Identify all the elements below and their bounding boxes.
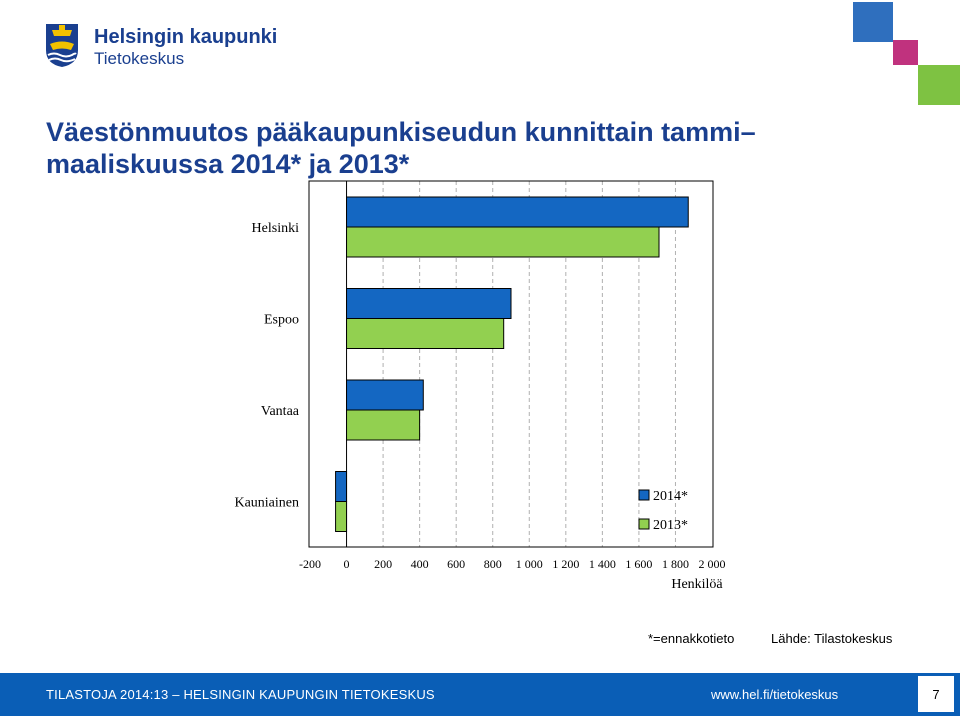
x-axis-label: Henkilöä [671, 577, 723, 592]
x-tick-label: 2 000 [699, 557, 726, 571]
bar-kauniainen-2014 [335, 471, 348, 502]
x-tick-label: 1 600 [625, 557, 652, 571]
decor-square-green [918, 65, 960, 105]
x-tick-label: 800 [484, 557, 502, 571]
category-label: Kauniainen [234, 496, 299, 511]
logo: Helsingin kaupunki Tietokeskus [44, 22, 277, 70]
source-note: Lähde: Tilastokeskus [771, 631, 893, 646]
x-tick-label: 400 [411, 557, 429, 571]
x-tick-label: 0 [344, 557, 350, 571]
footer-publication: TILASTOJA 2014:13 – HELSINGIN KAUPUNGIN … [46, 687, 435, 702]
x-tick-label: 1 000 [516, 557, 543, 571]
decor-square-blue [853, 2, 893, 42]
category-label: Espoo [264, 313, 299, 328]
x-tick-label: 200 [374, 557, 392, 571]
bar-kauniainen-2013 [335, 501, 348, 532]
logo-unit: Tietokeskus [94, 49, 185, 68]
legend-swatch-2014 [638, 489, 650, 501]
bar-espoo-2013 [346, 318, 505, 349]
footer-url[interactable]: www.hel.fi/tietokeskus [711, 687, 839, 702]
x-tick-label: 600 [447, 557, 465, 571]
x-tick-label: 1 800 [662, 557, 689, 571]
decor-square-magenta [893, 40, 918, 65]
x-tick-label: -200 [299, 557, 321, 571]
category-label: Vantaa [261, 404, 300, 419]
bar-helsinki-2014 [346, 196, 689, 228]
bar-helsinki-2013 [346, 226, 660, 258]
bar-espoo-2014 [346, 288, 512, 319]
plot-area-frame [308, 180, 714, 548]
footnote: *=ennakkotieto [648, 631, 735, 646]
page-number: 7 [918, 676, 954, 712]
bar-vantaa-2014 [346, 379, 424, 411]
slide-title: Väestönmuutos pääkaupunkiseudun kunnitta… [46, 117, 756, 179]
category-label: Helsinki [252, 221, 300, 236]
footer-bar: TILASTOJA 2014:13 – HELSINGIN KAUPUNGIN … [0, 673, 960, 716]
bar-vantaa-2013 [346, 409, 421, 441]
legend-label: 2013* [653, 518, 688, 533]
x-tick-label: 1 400 [589, 557, 616, 571]
logo-name: Helsingin kaupunki [94, 26, 278, 48]
helsinki-coat-of-arms-icon [46, 24, 78, 67]
legend-label: 2014* [653, 489, 688, 504]
x-tick-label: 1 200 [552, 557, 579, 571]
legend-swatch-2013 [638, 518, 650, 530]
bar-chart: Helsinki Espoo Vantaa Kauniainen -200 0 200 40… [234, 180, 726, 592]
